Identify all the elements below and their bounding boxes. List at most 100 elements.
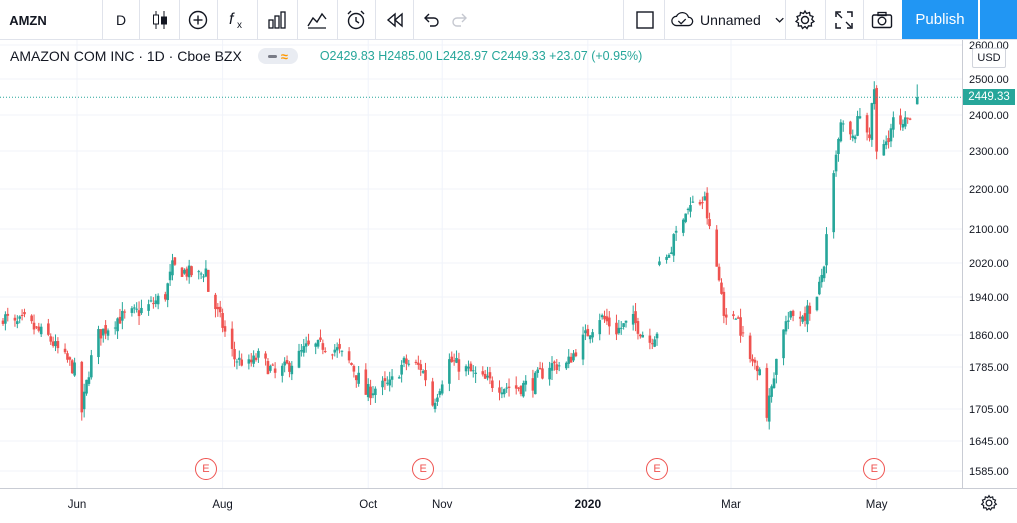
toolbar-divider xyxy=(257,0,258,40)
candle-body xyxy=(684,213,687,222)
undo-icon[interactable] xyxy=(417,4,445,36)
candle-body xyxy=(567,356,571,364)
publish-button[interactable]: Publish xyxy=(902,0,978,39)
time-axis[interactable]: Jun Aug Oct Nov 2020 Mar May xyxy=(0,488,1017,522)
price-tick-label: 2400.00 xyxy=(969,110,1009,122)
svg-text:f: f xyxy=(229,11,235,28)
candle-body xyxy=(534,372,537,395)
candles-icon[interactable] xyxy=(146,4,174,36)
candle-body xyxy=(689,205,692,212)
candle-body xyxy=(498,387,501,393)
symbol-title[interactable]: AMAZON COM INC · 1D · Cboe BZX xyxy=(10,48,242,64)
candle-body xyxy=(266,361,270,375)
candle-body xyxy=(491,380,494,389)
alert-icon[interactable] xyxy=(342,4,370,36)
add-indicator-icon[interactable] xyxy=(184,4,212,36)
candle-body xyxy=(273,368,277,373)
candle-body xyxy=(405,358,408,364)
price-axis[interactable]: 1585.00 1645.00 1705.00 1785.00 1860.00 1940.… xyxy=(962,40,1017,488)
candle-body xyxy=(221,312,224,328)
candle-body xyxy=(240,359,243,366)
candle-body xyxy=(407,363,411,365)
time-tick-label: May xyxy=(866,499,888,511)
earnings-marker[interactable]: E xyxy=(194,458,217,480)
price-tick-label: 1705.00 xyxy=(969,404,1009,416)
candle-body xyxy=(304,343,308,347)
candle-body xyxy=(753,359,757,363)
candle-body xyxy=(374,388,377,395)
candle-body xyxy=(887,138,890,143)
candle-body xyxy=(130,308,134,313)
candle-body xyxy=(569,356,573,363)
candle-body xyxy=(734,318,738,320)
candle-body xyxy=(381,380,384,388)
candle-body xyxy=(481,371,485,375)
candle-body xyxy=(347,351,351,361)
candle-body xyxy=(252,355,255,364)
earnings-marker[interactable]: E xyxy=(412,458,435,480)
price-chart[interactable] xyxy=(0,40,962,488)
candle-body xyxy=(853,136,857,140)
candle-body xyxy=(402,357,406,363)
bar-chart-icon[interactable] xyxy=(262,4,292,36)
templates-icon[interactable] xyxy=(302,4,332,36)
candle-body xyxy=(541,368,544,379)
candle-body xyxy=(655,333,659,339)
candle-body xyxy=(73,362,76,376)
candle-body xyxy=(698,202,702,205)
earnings-marker[interactable]: E xyxy=(646,458,669,480)
candle-body xyxy=(517,387,520,389)
candle-body xyxy=(82,391,86,410)
symbol-search-button[interactable]: AMZN xyxy=(9,12,47,28)
candle-body xyxy=(247,359,251,364)
camera-icon[interactable] xyxy=(867,4,897,36)
candle-body xyxy=(586,328,590,337)
side-panel-toggle[interactable] xyxy=(980,0,1017,39)
gear-icon[interactable] xyxy=(790,4,820,36)
candle-body xyxy=(557,365,561,367)
candle-body xyxy=(837,139,840,155)
currency-label[interactable]: USD xyxy=(972,48,1006,68)
chart-settings-gear-icon[interactable] xyxy=(976,490,1002,516)
candle-body xyxy=(51,341,55,346)
candle-body xyxy=(202,276,205,278)
candle-body xyxy=(32,322,36,330)
candle-body xyxy=(113,327,117,329)
expand-icon[interactable] xyxy=(829,4,859,36)
candle-body xyxy=(68,357,72,360)
candle-body xyxy=(436,397,439,402)
candle-body xyxy=(149,300,153,302)
candle-body xyxy=(388,379,391,386)
candle-body xyxy=(789,311,793,318)
earnings-marker[interactable]: E xyxy=(863,458,886,480)
candle-body xyxy=(264,353,267,359)
interval-button[interactable]: D xyxy=(115,12,127,28)
candle-body xyxy=(321,343,325,350)
candle-body xyxy=(686,208,690,211)
candle-body xyxy=(290,365,294,375)
layout-name-button[interactable]: Unnamed xyxy=(670,4,784,36)
candle-body xyxy=(572,353,575,361)
candle-body xyxy=(414,361,418,364)
candle-body xyxy=(366,384,370,398)
candle-body xyxy=(519,386,523,395)
candle-body xyxy=(720,282,723,294)
candle-body xyxy=(369,386,372,399)
candle-body xyxy=(63,348,67,353)
candle-body xyxy=(775,358,778,375)
candle-body xyxy=(99,329,103,339)
legend-toggle-pill[interactable]: ≈ xyxy=(257,48,298,64)
replay-icon[interactable] xyxy=(380,4,410,36)
candle-body xyxy=(238,357,241,360)
candle-body xyxy=(257,350,260,358)
candle-body xyxy=(180,267,184,277)
candle-body xyxy=(147,304,150,311)
candle-body xyxy=(748,335,752,359)
candle-body xyxy=(87,377,91,384)
candle-body xyxy=(354,375,358,381)
candle-body xyxy=(271,364,275,366)
time-tick-label: Nov xyxy=(432,499,453,511)
fullscreen-square-icon[interactable] xyxy=(630,4,660,36)
candle-body xyxy=(106,330,110,336)
